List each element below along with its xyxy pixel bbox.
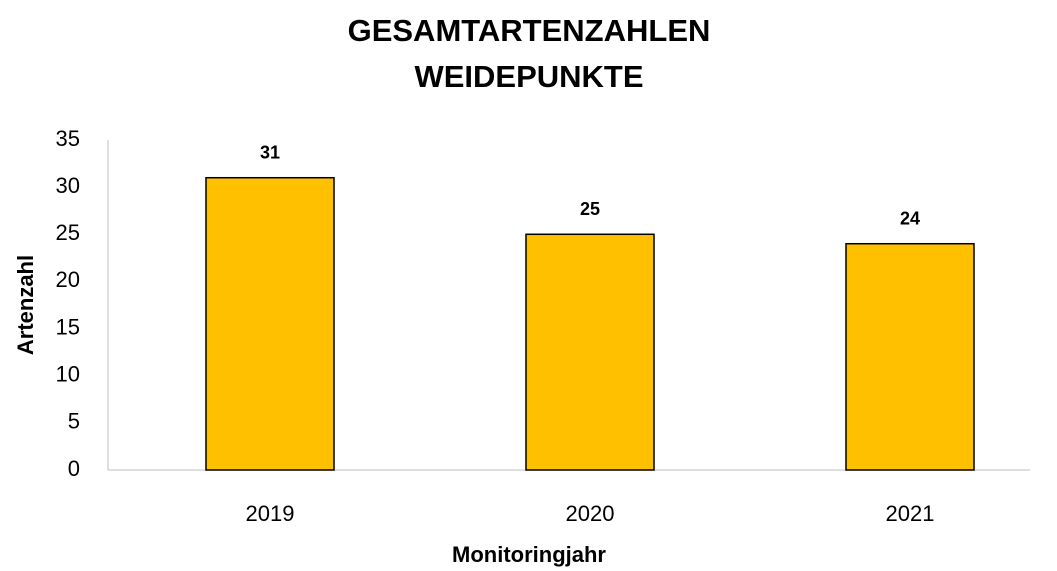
chart-title: GESAMTARTENZAHLEN: [348, 13, 711, 48]
y-tick-label: 5: [68, 409, 80, 434]
bar: [845, 242, 975, 471]
chart-title: WEIDEPUNKTE: [414, 59, 643, 94]
y-axis-title: Artenzahl: [13, 255, 38, 355]
y-tick-label: 35: [56, 126, 80, 151]
y-tick-label: 0: [68, 456, 80, 481]
x-tick-label: 2020: [566, 501, 615, 526]
data-label: 24: [900, 208, 920, 228]
y-tick-label: 10: [56, 362, 80, 387]
x-axis-title: Monitoringjahr: [452, 542, 606, 567]
y-tick-label: 20: [56, 267, 80, 292]
x-tick-label: 2019: [246, 501, 295, 526]
x-tick-label: 2021: [886, 501, 935, 526]
y-tick-label: 15: [56, 314, 80, 339]
data-label: 31: [260, 142, 280, 162]
bar: [205, 176, 335, 471]
bar: [525, 233, 655, 471]
y-tick-label: 30: [56, 173, 80, 198]
data-label: 25: [580, 199, 600, 219]
y-tick-label: 25: [56, 220, 80, 245]
